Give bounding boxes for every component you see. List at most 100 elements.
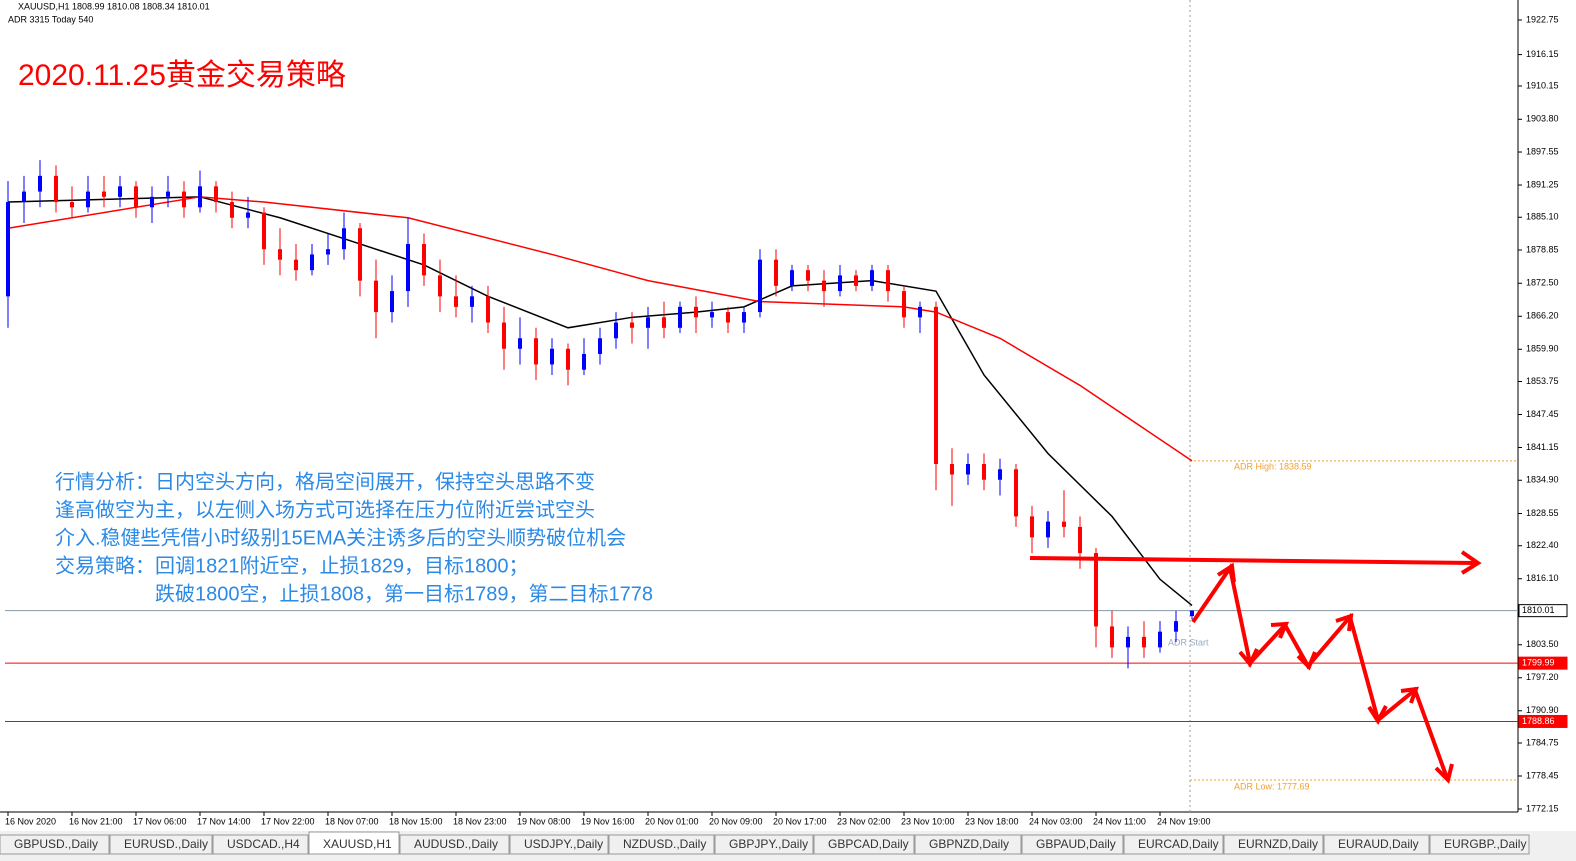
candle-body bbox=[502, 322, 506, 349]
tab[interactable] bbox=[509, 834, 609, 855]
candle-body bbox=[646, 317, 650, 328]
projection-arrows bbox=[1029, 550, 1482, 784]
tab[interactable] bbox=[813, 834, 915, 855]
y-tick-label: 1797.20 bbox=[1526, 672, 1559, 682]
x-tick-label: 18 Nov 23:00 bbox=[453, 816, 507, 826]
price-label-box bbox=[1518, 604, 1568, 618]
candle-body bbox=[182, 191, 186, 208]
candle-body bbox=[1126, 636, 1130, 648]
candle-body bbox=[230, 202, 234, 218]
x-tick-label: 17 Nov 14:00 bbox=[197, 816, 251, 826]
candle-body bbox=[1142, 636, 1146, 648]
tab-label[interactable]: EURAUD,Daily bbox=[1338, 837, 1419, 851]
y-tick-label: 1822.40 bbox=[1526, 540, 1559, 550]
candle-body bbox=[662, 317, 666, 328]
candle-body bbox=[918, 306, 922, 318]
tab[interactable] bbox=[0, 834, 110, 855]
tab-label[interactable]: GBPAUD,Daily bbox=[1036, 837, 1116, 851]
tabs: GBPUSD.,Daily EURUSD.,Daily USDCAD.,H4 XAUU… bbox=[0, 831, 1530, 855]
candle-body bbox=[486, 296, 490, 323]
candle-body bbox=[742, 312, 746, 323]
tab[interactable] bbox=[308, 831, 400, 855]
tab[interactable] bbox=[1323, 834, 1430, 855]
candle-body bbox=[1110, 626, 1114, 648]
x-tick-label: 20 Nov 09:00 bbox=[709, 816, 763, 826]
y-tick-label: 1922.75 bbox=[1526, 14, 1559, 24]
candle-body bbox=[710, 312, 714, 318]
candle-body bbox=[1174, 621, 1178, 632]
y-tick-label: 1878.85 bbox=[1526, 244, 1559, 254]
chart-title: 2020.11.25黄金交易策略 bbox=[18, 59, 346, 92]
annotation: 交易策略：回调1821附近空，止损1829，目标1800； bbox=[55, 554, 528, 577]
candle-body bbox=[422, 243, 426, 276]
candle-body bbox=[934, 306, 938, 465]
arrow-head bbox=[1367, 705, 1388, 725]
candle-body bbox=[1094, 553, 1098, 627]
x-tick-label: 23 Nov 18:00 bbox=[965, 816, 1019, 826]
candle-body bbox=[614, 322, 618, 339]
tab-label[interactable]: USDJPY.,Daily bbox=[524, 837, 603, 851]
candle-body bbox=[6, 202, 10, 297]
tab[interactable] bbox=[1429, 834, 1530, 855]
price-label: 1799.99 bbox=[1522, 658, 1555, 668]
candle-body bbox=[310, 254, 314, 271]
candle-body bbox=[166, 191, 170, 197]
candle-body bbox=[1190, 610, 1194, 616]
tab[interactable] bbox=[1223, 834, 1324, 855]
tab-label[interactable]: XAUUSD,H1 bbox=[323, 837, 392, 851]
candle-body bbox=[358, 228, 362, 281]
candle-body bbox=[998, 469, 1002, 480]
tab-label[interactable]: USDCAD.,H4 bbox=[227, 837, 300, 851]
tab[interactable] bbox=[1021, 834, 1124, 855]
arrow-head bbox=[1270, 621, 1290, 639]
annotation: 行情分析：日内空头方向，格局空间展开，保持空头思路不变 bbox=[55, 470, 595, 493]
tab[interactable] bbox=[212, 834, 309, 855]
candle-body bbox=[1078, 526, 1082, 554]
y-tick-label: 1841.15 bbox=[1526, 442, 1559, 452]
x-tick-label: 16 Nov 21:00 bbox=[69, 816, 123, 826]
tab-label[interactable]: GBPNZD,Daily bbox=[929, 837, 1009, 851]
candle-body bbox=[598, 338, 602, 354]
candle-body bbox=[294, 259, 298, 271]
tab-label[interactable]: GBPCAD,Daily bbox=[828, 837, 909, 851]
price-label: 1810.01 bbox=[1522, 605, 1555, 615]
tab-label[interactable]: AUDUSD.,Daily bbox=[414, 837, 498, 851]
adr-header: ADR 3315 Today 540 bbox=[8, 14, 93, 24]
y-tick-label: 1790.90 bbox=[1526, 705, 1559, 715]
x-tick-label: 19 Nov 16:00 bbox=[581, 816, 635, 826]
y-tick-label: 1803.50 bbox=[1526, 639, 1559, 649]
candle-body bbox=[790, 270, 794, 286]
tab-label[interactable]: EURCAD,Daily bbox=[1138, 837, 1219, 851]
y-tick-label: 1834.90 bbox=[1526, 475, 1559, 485]
candle-body bbox=[966, 464, 970, 475]
candle-body bbox=[678, 306, 682, 328]
candle-body bbox=[806, 270, 810, 281]
arrow-head bbox=[1335, 613, 1354, 632]
tab-label[interactable]: EURUSD.,Daily bbox=[124, 837, 208, 851]
arrow-head bbox=[1460, 550, 1482, 575]
candle-body bbox=[822, 280, 826, 292]
tab[interactable] bbox=[399, 834, 510, 855]
candle-body bbox=[134, 186, 138, 208]
candle-body bbox=[150, 196, 154, 208]
arrow-head bbox=[1216, 562, 1236, 583]
y-tick-label: 1859.90 bbox=[1526, 344, 1559, 354]
candle-body bbox=[374, 280, 378, 313]
tab-label[interactable]: EURGBP.,Daily bbox=[1444, 837, 1526, 851]
tab-label[interactable]: GBPUSD.,Daily bbox=[14, 837, 98, 851]
candle-body bbox=[390, 291, 394, 313]
candle-body bbox=[214, 186, 218, 203]
tab-label[interactable]: GBPJPY.,Daily bbox=[729, 837, 808, 851]
tab[interactable] bbox=[608, 834, 715, 855]
tab[interactable] bbox=[1123, 834, 1224, 855]
x-tick-label: 24 Nov 19:00 bbox=[1157, 816, 1211, 826]
tab[interactable] bbox=[109, 834, 213, 855]
tab-label[interactable]: EURNZD,Daily bbox=[1238, 837, 1318, 851]
y-tick-label: 1778.45 bbox=[1526, 770, 1559, 780]
y-tick-label: 1847.45 bbox=[1526, 409, 1559, 419]
tab[interactable] bbox=[914, 834, 1022, 855]
tab-label[interactable]: NZDUSD.,Daily bbox=[623, 837, 706, 851]
tab[interactable] bbox=[714, 834, 814, 855]
